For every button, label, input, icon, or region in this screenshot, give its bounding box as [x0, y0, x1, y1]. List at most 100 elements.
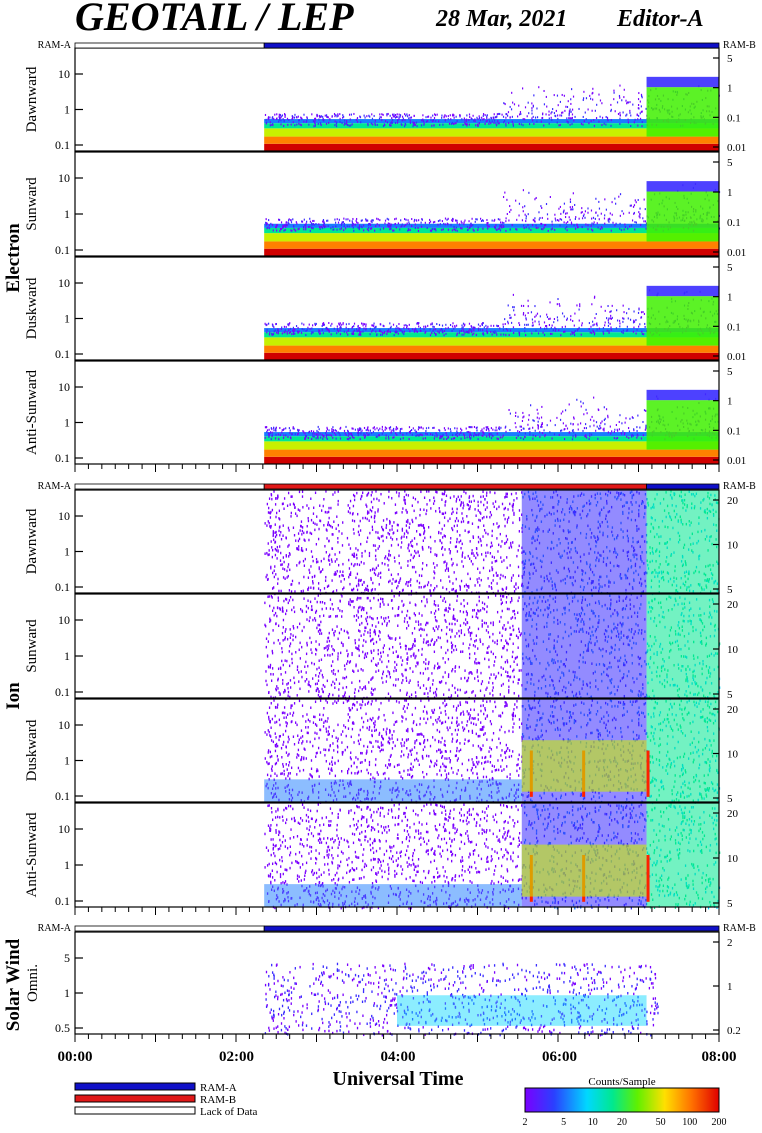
heat-pixel — [267, 503, 268, 506]
heat-pixel — [561, 219, 562, 221]
heat-pixel — [270, 567, 271, 570]
heat-pixel — [294, 114, 295, 116]
heat-pixel — [496, 438, 497, 440]
heat-pixel — [357, 222, 358, 224]
heat-pixel — [272, 116, 273, 118]
heat-pixel — [305, 436, 306, 438]
heat-pixel — [497, 113, 498, 115]
heat-pixel — [367, 512, 368, 515]
heat-pixel — [433, 502, 434, 505]
heat-pixel — [314, 523, 315, 526]
heat-pixel — [315, 640, 316, 643]
heat-pixel — [375, 225, 376, 227]
heat-pixel — [442, 492, 443, 495]
heat-pixel — [638, 98, 639, 100]
heat-pixel — [464, 325, 465, 327]
heat-pixel — [594, 297, 595, 299]
heat-pixel — [434, 572, 435, 575]
heat-pixel — [519, 203, 520, 205]
heat-pixel — [331, 333, 332, 335]
heat-pixel — [348, 124, 349, 126]
heat-pixel — [316, 561, 317, 564]
heat-pixel — [620, 193, 621, 195]
heat-pixel — [486, 327, 487, 329]
heat-pixel — [509, 117, 510, 119]
heat-pixel — [589, 433, 590, 435]
heat-pixel — [364, 436, 365, 438]
heat-pixel — [607, 416, 608, 418]
heat-pixel — [400, 428, 401, 430]
heat-pixel — [310, 230, 311, 232]
heat-pixel — [457, 435, 458, 437]
heat-pixel — [382, 535, 383, 538]
heat-pixel — [301, 124, 302, 126]
heat-pixel — [372, 618, 373, 621]
heat-pixel — [498, 438, 499, 440]
heat-pixel — [565, 216, 566, 218]
heat-pixel — [451, 527, 452, 530]
heat-pixel — [429, 219, 430, 221]
heat-pixel — [513, 125, 514, 127]
heat-pixel — [637, 114, 638, 116]
heat-pixel — [480, 519, 481, 522]
heat-pixel — [414, 219, 415, 221]
heat-pixel — [540, 315, 541, 317]
heat-pixel — [279, 525, 280, 528]
heat-patch — [647, 87, 719, 136]
heat-pixel — [393, 324, 394, 326]
heat-pixel — [567, 221, 568, 223]
heat-pixel — [542, 113, 543, 115]
heat-pixel — [282, 114, 283, 116]
heat-pixel — [425, 433, 426, 435]
heat-pixel — [370, 328, 371, 330]
heat-pixel — [517, 416, 518, 418]
heat-pixel — [591, 416, 592, 418]
heat-pixel — [291, 609, 292, 612]
heat-pixel — [293, 226, 294, 228]
heat-pixel — [341, 224, 342, 226]
heat-pixel — [464, 634, 465, 637]
heat-pixel — [367, 426, 368, 428]
heat-pixel — [492, 555, 493, 558]
heat-pixel — [347, 218, 348, 220]
heat-pixel — [528, 312, 529, 314]
heat-pixel — [378, 537, 379, 540]
heat-pixel — [515, 422, 516, 424]
heat-pixel — [319, 568, 320, 571]
heat-pixel — [394, 560, 395, 563]
heat-pixel — [573, 429, 574, 431]
heat-pixel — [412, 328, 413, 330]
heat-pixel — [392, 538, 393, 541]
heat-pixel — [437, 330, 438, 332]
heat-pixel — [623, 332, 624, 334]
heat-pixel — [554, 112, 555, 114]
heat-pixel — [367, 228, 368, 230]
heat-pixel — [442, 546, 443, 549]
heat-pixel — [438, 220, 439, 222]
heat-pixel — [339, 428, 340, 430]
heat-pixel — [398, 495, 399, 498]
heat-pixel — [397, 113, 398, 115]
heat-pixel — [473, 329, 474, 331]
heat-pixel — [632, 104, 633, 106]
heat-pixel — [568, 100, 569, 102]
heat-pixel — [314, 436, 315, 438]
heat-pixel — [375, 573, 376, 576]
heat-pixel — [312, 435, 313, 437]
heat-pixel — [577, 226, 578, 228]
heat-pixel — [467, 226, 468, 228]
heat-pixel — [349, 433, 350, 435]
heat-pixel — [332, 226, 333, 228]
heat-pixel — [480, 496, 481, 499]
heat-pixel — [547, 213, 548, 215]
heat-pixel — [283, 428, 284, 430]
heat-pixel — [298, 582, 299, 585]
heat-pixel — [545, 113, 546, 115]
heat-pixel — [383, 651, 384, 654]
heat-pixel — [473, 435, 474, 437]
heat-pixel — [487, 551, 488, 554]
heat-pixel — [284, 577, 285, 580]
heat-pixel — [392, 114, 393, 116]
heat-pixel — [474, 500, 475, 503]
